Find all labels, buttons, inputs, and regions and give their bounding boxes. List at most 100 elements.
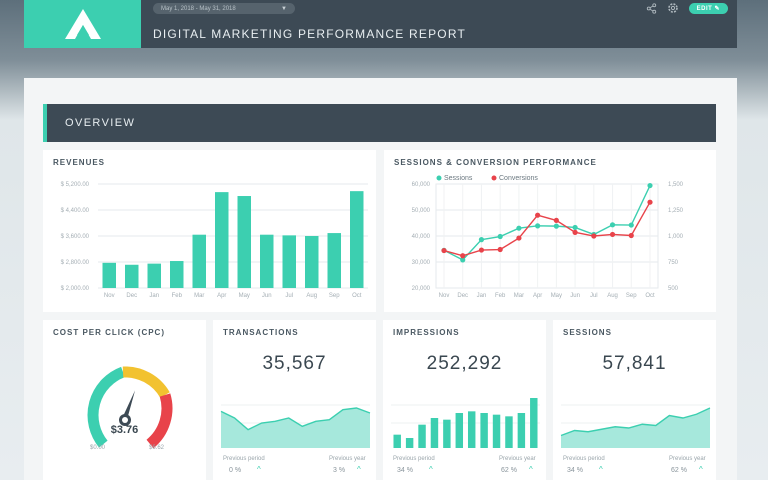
impressions-bar	[480, 413, 488, 448]
left-y-tick-label: 50,000	[412, 208, 431, 214]
arrow-up-icon: ^	[529, 465, 533, 474]
x-tick-label: May	[239, 293, 250, 299]
x-tick-label: Aug	[306, 293, 317, 299]
series-point-conversions	[553, 217, 559, 223]
logo[interactable]	[24, 0, 141, 48]
overview-header: OVERVIEW	[43, 104, 716, 142]
bar-may	[237, 196, 251, 288]
edit-label: EDIT	[696, 5, 713, 12]
sessions-prev-year: 62 %	[671, 467, 687, 474]
y-tick-label: $ 5,200.00	[61, 182, 90, 188]
transactions-line	[220, 407, 371, 431]
impressions-bars	[391, 398, 540, 448]
series-point-conversions	[535, 212, 541, 218]
series-point-conversions	[628, 232, 634, 239]
x-tick-label: Apr	[217, 293, 226, 299]
bar-mar	[192, 234, 206, 288]
gauge-arc-high	[146, 393, 173, 449]
gauge-arc-mid	[122, 366, 170, 398]
bar-apr	[215, 192, 229, 288]
x-tick-label: Apr	[533, 293, 542, 299]
left-y-tick-label: 20,000	[412, 286, 431, 292]
date-range-text: May 1, 2018 - May 31, 2018	[161, 5, 236, 12]
date-range-picker[interactable]: May 1, 2018 - May 31, 2018 ▼	[153, 3, 295, 14]
x-tick-label: Feb	[495, 293, 506, 299]
top-bar	[24, 0, 737, 48]
pencil-icon: ✎	[714, 5, 720, 12]
impressions-bar	[418, 424, 426, 448]
bar-jun	[260, 234, 274, 288]
series-point-sessions	[628, 222, 634, 228]
sessions-prev-year-label: Previous year	[669, 456, 706, 462]
x-tick-label: Jul	[285, 293, 293, 299]
impressions-card: IMPRESSIONS 252,292 Previous period Prev…	[383, 320, 546, 480]
x-tick-label: Nov	[439, 293, 450, 299]
transactions-area	[221, 408, 370, 448]
left-y-tick-label: 40,000	[412, 234, 431, 240]
transactions-prev-period: 0 %	[229, 467, 242, 474]
series-line-conversions	[443, 201, 651, 257]
gauge-needle	[122, 390, 136, 420]
x-tick-label: Jan	[477, 293, 487, 299]
series-point-sessions	[535, 223, 541, 229]
arrow-up-icon: ^	[599, 465, 603, 474]
series-point-sessions	[647, 182, 653, 189]
sessions-prev-period-label: Previous period	[563, 456, 605, 462]
series-point-conversions	[516, 235, 522, 241]
cpc-card: COST PER CLICK (CPC) $3.76 $0.00 $6.62	[43, 320, 206, 480]
bar-jul	[282, 235, 296, 288]
y-tick-label: $ 2,000.00	[61, 286, 90, 292]
logo-icon	[64, 9, 101, 39]
edit-button[interactable]: EDIT ✎	[688, 2, 728, 14]
sessions-value: 57,841	[602, 353, 667, 374]
share-icon[interactable]	[646, 2, 657, 14]
transactions-sparkline	[220, 404, 371, 448]
series-point-sessions	[609, 222, 616, 228]
series-point-sessions	[460, 257, 466, 263]
impressions-bar	[517, 413, 526, 448]
revenues-chart: $ 2,000.00 $ 2,800.00 $ 3,600.00 $ 4,400.00…	[61, 182, 368, 299]
sessions-title: SESSIONS	[563, 328, 612, 337]
impressions-bar	[467, 411, 476, 448]
bar-oct	[350, 191, 364, 288]
series-point-sessions	[478, 237, 485, 243]
right-y-tick-label: 500	[668, 286, 679, 292]
transactions-title: TRANSACTIONS	[223, 328, 299, 337]
arrow-up-icon: ^	[357, 465, 361, 474]
revenues-title: REVENUES	[53, 158, 106, 167]
cpc-min: $0.00	[90, 445, 106, 451]
bar-sep	[327, 233, 341, 288]
cpc-title: COST PER CLICK (CPC)	[53, 328, 165, 337]
cpc-value: $3.76	[110, 424, 139, 436]
impressions-bar	[393, 434, 401, 448]
arrow-up-icon: ^	[257, 465, 261, 474]
impressions-prev-year: 62 %	[501, 467, 517, 474]
x-tick-label: Dec	[126, 293, 137, 299]
right-y-tick-label: 1,000	[668, 234, 684, 240]
series-line-sessions	[443, 185, 651, 261]
bar-aug	[305, 236, 319, 288]
right-y-tick-label: 750	[668, 260, 679, 266]
x-tick-label: Sep	[329, 293, 340, 299]
x-tick-label: Jan	[149, 293, 159, 299]
impressions-value: 252,292	[426, 353, 503, 374]
x-tick-label: Dec	[457, 293, 468, 299]
impressions-bar	[505, 416, 513, 448]
impressions-bar	[405, 438, 414, 448]
series-point-sessions	[497, 233, 503, 240]
gear-icon[interactable]	[667, 2, 679, 14]
series-point-conversions	[460, 253, 466, 259]
x-tick-label: Jun	[262, 293, 272, 299]
transactions-prev-year: 3 %	[333, 467, 346, 474]
x-tick-label: Oct	[645, 293, 655, 299]
arrow-up-icon: ^	[699, 465, 703, 474]
bar-jan	[147, 263, 161, 288]
x-tick-label: May	[551, 293, 562, 299]
series-point-sessions	[572, 224, 578, 231]
sessions-card: SESSIONS 57,841 Previous period Previous…	[553, 320, 716, 480]
y-tick-label: $ 2,800.00	[61, 260, 90, 266]
x-tick-label: Oct	[352, 293, 362, 299]
series-point-sessions	[553, 223, 559, 229]
sessions-conversion-card: SESSIONS & CONVERSION PERFORMANCE 20,000…	[384, 150, 716, 312]
impressions-bar	[492, 414, 501, 448]
